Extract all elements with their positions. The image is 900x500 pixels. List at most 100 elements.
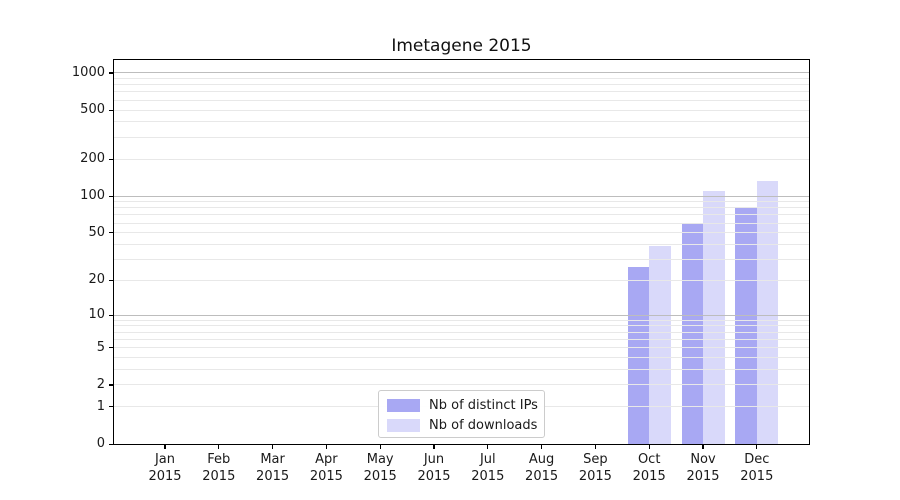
y-tick xyxy=(109,232,113,234)
x-tick-year: 2015 xyxy=(309,468,343,484)
x-tick-year: 2015 xyxy=(202,468,236,484)
x-tick xyxy=(272,445,274,449)
plot-area: Nb of distinct IPs Nb of downloads xyxy=(113,59,810,445)
bar-downloads-dec xyxy=(756,180,779,444)
gridline-minor xyxy=(114,214,809,216)
gridline-minor xyxy=(114,331,809,333)
gridline-minor xyxy=(114,232,809,234)
gridline-minor xyxy=(114,109,809,111)
legend-item-distinct-ips: Nb of distinct IPs xyxy=(387,396,544,415)
x-tick-year: 2015 xyxy=(417,468,451,484)
x-tick-label: Jan 2015 xyxy=(133,452,197,485)
bars-layer xyxy=(114,60,809,444)
y-tick-label: 0 xyxy=(96,436,105,451)
gridline-minor xyxy=(114,279,809,281)
gridline-minor xyxy=(114,259,809,260)
gridline-minor xyxy=(114,207,809,209)
y-tick xyxy=(109,314,113,316)
y-tick xyxy=(109,279,113,282)
x-tick-label: Nov 2015 xyxy=(671,452,735,485)
x-tick xyxy=(702,445,704,449)
x-tick-label: Feb 2015 xyxy=(187,452,251,485)
x-tick-month: Apr xyxy=(315,452,338,467)
x-tick-month: Feb xyxy=(207,452,231,467)
legend-item-downloads: Nb of downloads xyxy=(387,416,544,435)
x-tick-year: 2015 xyxy=(740,468,774,484)
gridline-minor xyxy=(114,357,809,359)
x-tick-label: May 2015 xyxy=(348,452,412,485)
legend-swatch-distinct-ips xyxy=(387,399,420,412)
y-tick xyxy=(109,72,113,74)
x-tick-month: Jun xyxy=(423,452,445,467)
x-tick-label: Jun 2015 xyxy=(402,452,466,485)
y-tick-label: 200 xyxy=(80,151,105,167)
x-tick xyxy=(756,445,758,449)
y-tick-label: 20 xyxy=(88,272,105,288)
x-tick-month: Dec xyxy=(744,452,770,467)
y-tick xyxy=(109,158,113,160)
gridline-minor xyxy=(114,99,809,101)
gridline-minor xyxy=(114,222,809,224)
legend: Nb of distinct IPs Nb of downloads xyxy=(378,390,545,438)
gridline-minor xyxy=(114,121,809,123)
x-tick xyxy=(325,445,327,449)
gridline-minor xyxy=(114,158,809,160)
x-tick-month: May xyxy=(366,452,394,467)
gridline-minor xyxy=(114,347,809,349)
x-tick-month: Jan xyxy=(154,452,176,467)
x-tick-month: Jul xyxy=(479,452,496,467)
x-tick xyxy=(433,445,435,449)
gridline-minor xyxy=(114,338,809,340)
x-tick-label: Sep 2015 xyxy=(563,452,627,485)
gridline-minor xyxy=(114,243,809,245)
x-tick xyxy=(487,445,489,449)
y-tick-label: 50 xyxy=(88,224,105,240)
legend-label-distinct-ips: Nb of distinct IPs xyxy=(429,398,538,413)
x-tick-month: Oct xyxy=(637,452,661,467)
gridline-major xyxy=(114,195,809,197)
y-tick-label: 500 xyxy=(80,102,105,117)
x-tick-month: Sep xyxy=(583,452,608,467)
x-tick-year: 2015 xyxy=(471,468,505,484)
gridline-major xyxy=(114,72,809,74)
gridline-minor xyxy=(114,319,809,321)
y-tick xyxy=(109,406,113,408)
y-tick xyxy=(109,195,113,197)
x-tick-month: Nov xyxy=(690,452,716,467)
x-tick xyxy=(218,445,220,449)
bar-downloads-oct xyxy=(649,245,671,444)
x-tick-year: 2015 xyxy=(148,468,182,484)
y-tick-label: 2 xyxy=(96,376,105,392)
x-tick-label: Mar 2015 xyxy=(241,452,305,485)
y-tick xyxy=(109,443,113,445)
legend-label-downloads: Nb of downloads xyxy=(429,418,538,433)
gridline-minor xyxy=(114,325,809,327)
y-tick-label: 1000 xyxy=(71,64,105,80)
x-tick-label: Oct 2015 xyxy=(617,452,681,485)
x-tick xyxy=(594,445,596,449)
x-tick-year: 2015 xyxy=(256,468,290,484)
gridline-minor xyxy=(114,77,809,79)
x-tick-month: Mar xyxy=(260,452,285,467)
x-tick xyxy=(379,445,381,449)
bar-distinct-ips-nov xyxy=(681,223,703,444)
gridline-minor xyxy=(114,91,809,93)
x-tick-year: 2015 xyxy=(363,468,397,484)
y-tick-label: 5 xyxy=(96,339,105,355)
x-tick xyxy=(164,445,166,449)
x-tick-label: Dec 2015 xyxy=(725,452,789,485)
y-tick xyxy=(109,384,113,386)
gridline-minor xyxy=(114,201,809,203)
gridline-major xyxy=(114,314,809,316)
y-tick-label: 1 xyxy=(96,398,105,414)
gridline-minor xyxy=(114,384,809,386)
y-tick-label: 100 xyxy=(80,188,105,204)
x-tick-label: Apr 2015 xyxy=(294,452,358,485)
x-tick-year: 2015 xyxy=(525,468,559,484)
x-tick-year: 2015 xyxy=(578,468,612,484)
legend-swatch-downloads xyxy=(387,419,420,432)
x-tick xyxy=(541,445,543,449)
y-tick-label: 10 xyxy=(88,307,105,323)
gridline-minor xyxy=(114,84,809,86)
